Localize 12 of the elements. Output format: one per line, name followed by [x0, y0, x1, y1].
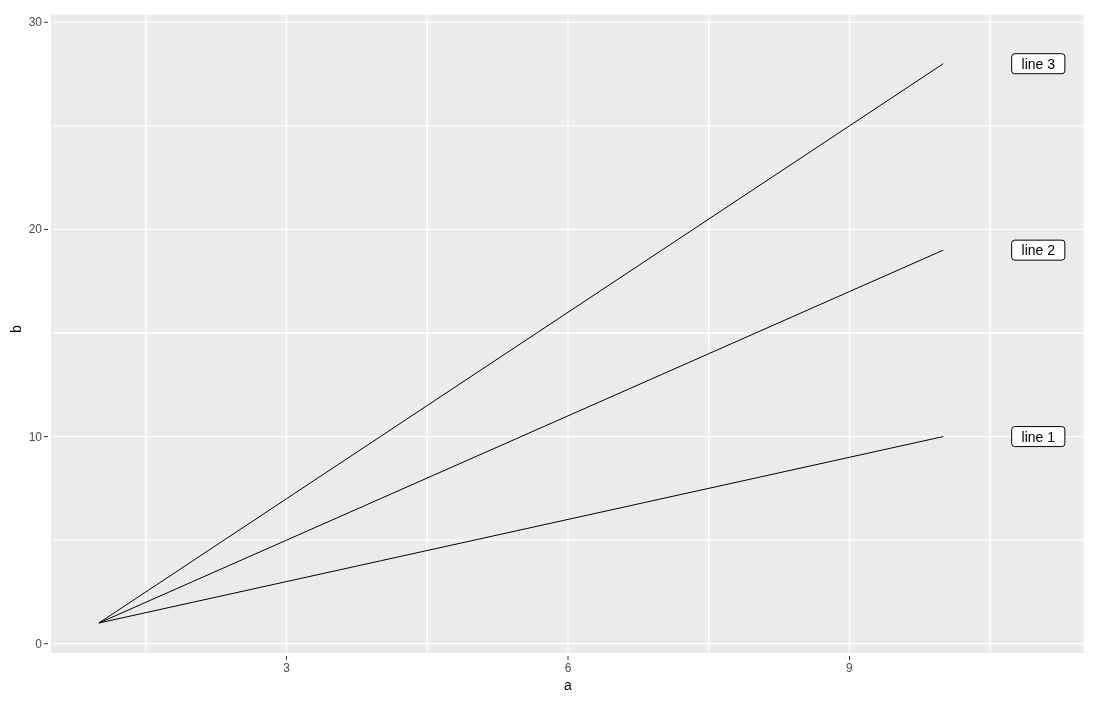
x-tick-label: 3 [283, 661, 291, 675]
x-tick-label: 6 [564, 661, 572, 675]
text: line 3 [1021, 55, 1056, 72]
text: line 2 [1021, 242, 1056, 259]
x-tick-label: 9 [846, 661, 854, 675]
y-tick-label: 30 [28, 15, 43, 30]
y-tick-label: 20 [28, 222, 43, 237]
y-tick-label: 0 [35, 636, 43, 651]
text: line 1 [1021, 428, 1056, 445]
x-axis-title: a [564, 677, 573, 693]
y-tick-label: 10 [28, 429, 43, 444]
y-axis-title: b [7, 325, 24, 333]
